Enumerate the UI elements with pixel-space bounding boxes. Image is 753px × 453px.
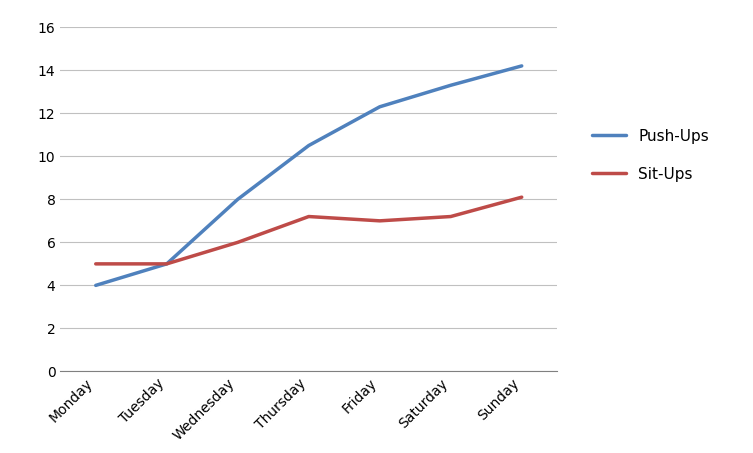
Legend: Push-Ups, Sit-Ups: Push-Ups, Sit-Ups (585, 121, 717, 189)
Sit-Ups (304, 214, 313, 219)
Push-Ups (375, 104, 384, 110)
Sit-Ups (162, 261, 171, 266)
Push-Ups (233, 197, 242, 202)
Sit-Ups (375, 218, 384, 224)
Line: Sit-Ups: Sit-Ups (96, 197, 522, 264)
Push-Ups (304, 143, 313, 148)
Sit-Ups (233, 240, 242, 245)
Push-Ups (91, 283, 100, 288)
Push-Ups (517, 63, 526, 69)
Sit-Ups (517, 194, 526, 200)
Push-Ups (447, 82, 456, 88)
Push-Ups (162, 261, 171, 266)
Line: Push-Ups: Push-Ups (96, 66, 522, 285)
Sit-Ups (91, 261, 100, 266)
Sit-Ups (447, 214, 456, 219)
